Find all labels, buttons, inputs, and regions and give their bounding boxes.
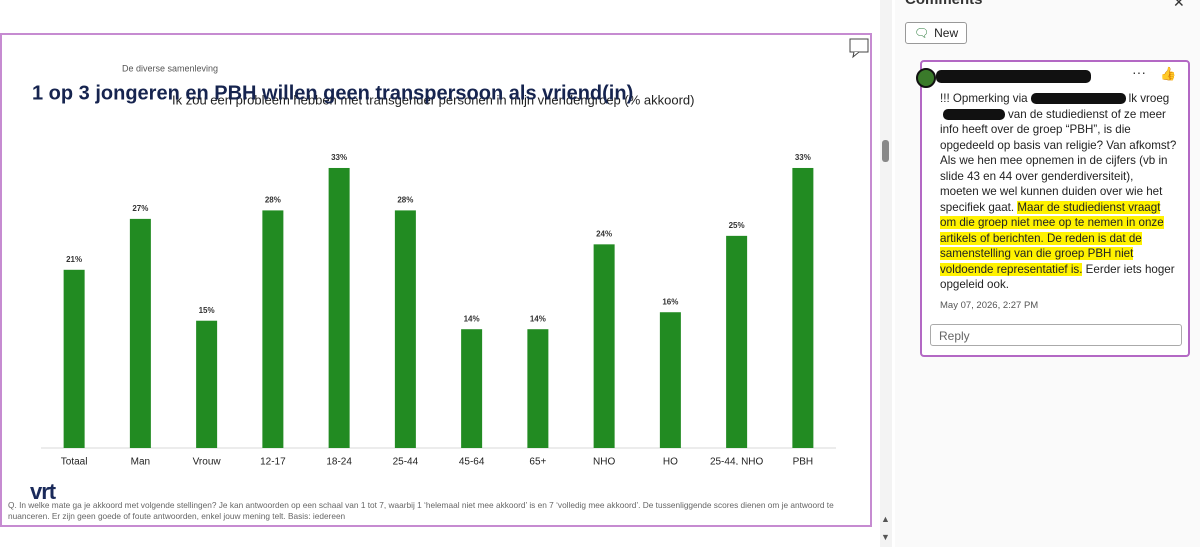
comment-card[interactable]: ··· 👍 !!! Opmerking via lk vroeg van de st… — [916, 60, 1190, 357]
comment-text: moeten we wel kunnen duiden over wie het — [940, 185, 1163, 198]
comment-line: voldoende representatief is. Eerder iets… — [940, 262, 1175, 276]
value-label: 28% — [265, 196, 281, 205]
comment-line: info heeft over de groep “PBH”, is die — [940, 123, 1131, 136]
x-tick-label: NHO — [593, 457, 615, 465]
comment-line: om die groep niet mee op te nemen in onz… — [940, 216, 1164, 229]
kicker: De diverse samenleving — [122, 63, 218, 73]
value-label: 28% — [397, 196, 413, 205]
comment-text: Als we hen mee opnemen in de cijfers (vb… — [940, 154, 1168, 167]
comment-line: artikels of berichten. De reden is dat d… — [940, 231, 1142, 245]
bar — [63, 269, 85, 448]
highlighted-text: Maar de studiedienst vraagt — [1017, 200, 1161, 214]
bar — [394, 210, 416, 448]
comments-panel: Comments ✕ 🗨 New ··· 👍 !!! Opmerking via l… — [895, 0, 1200, 547]
redacted-name — [936, 70, 1091, 83]
comment-text: lk vroeg — [1128, 92, 1170, 105]
comment-text: specifiek gaat. — [940, 200, 1018, 214]
value-label: 24% — [596, 229, 612, 238]
value-label: 14% — [530, 314, 546, 323]
slide: De diverse samenleving Ik zou een proble… — [0, 33, 872, 527]
bar — [593, 244, 615, 448]
x-tick-label: Totaal — [61, 457, 88, 465]
highlighted-text: samenstelling van die groep PBH niet — [940, 247, 1134, 260]
new-icon: 🗨 — [913, 26, 930, 40]
comment-line: opgedeeld op basis van religie? Van afko… — [940, 139, 1176, 152]
comment-line: samenstelling van die groep PBH niet — [940, 247, 1134, 260]
comment-line: slide 43 en 44 over genderdiversiteit), — [940, 170, 1133, 183]
x-tick-label: 25-44 — [393, 457, 419, 465]
bar — [262, 210, 284, 448]
comment-line: Als we hen mee opnemen in de cijfers (vb… — [940, 154, 1167, 167]
bar — [461, 329, 483, 448]
value-label: 15% — [199, 306, 215, 315]
redaction — [1030, 93, 1126, 105]
x-tick-label: Man — [131, 457, 150, 465]
value-label: 25% — [729, 221, 745, 230]
bar — [196, 320, 218, 448]
x-tick-label: 65+ — [529, 457, 546, 465]
x-tick-label: Vrouw — [193, 457, 222, 465]
scroll-thumb[interactable] — [882, 140, 889, 162]
comment-text: slide 43 en 44 over genderdiversiteit), — [940, 169, 1134, 183]
bar — [659, 312, 681, 448]
like-button[interactable]: 👍 — [1160, 66, 1177, 81]
comment-text: !!! Opmerking via — [940, 92, 1028, 105]
chart: De diverse samenleving Ik zou een proble… — [32, 38, 869, 465]
logo: vrt — [30, 479, 56, 504]
avatar — [916, 68, 936, 88]
scroll-down[interactable]: ▼ — [881, 532, 890, 542]
bar — [328, 167, 350, 448]
x-tick-label: 12-17 — [260, 457, 286, 465]
comment-line: van de studiedienst of ze meer — [940, 108, 1166, 121]
bar — [726, 235, 748, 448]
more-button[interactable]: ··· — [1132, 64, 1146, 80]
comment-line: moeten we wel kunnen duiden over wie het — [940, 185, 1162, 198]
value-label: 33% — [795, 153, 811, 162]
comment-text: van de studiedienst of ze meer — [1008, 107, 1166, 121]
comment-icon[interactable] — [849, 38, 869, 59]
value-label: 16% — [662, 297, 678, 306]
comment-line: !!! Opmerking via lk vroeg — [940, 92, 1169, 105]
x-tick-label: 45-64 — [459, 457, 485, 465]
highlighted-text: artikels of berichten. De reden is dat d… — [940, 231, 1142, 245]
new-button[interactable]: 🗨 New — [905, 22, 967, 44]
highlighted-text: om die groep niet mee op te nemen in onz… — [940, 216, 1164, 229]
scrollbar[interactable]: ▲ ▼ — [880, 0, 892, 547]
comment-date: May 07, 2026, 2:27 PM — [940, 300, 1039, 311]
scroll-up[interactable]: ▲ — [881, 514, 890, 524]
x-tick-label: PBH — [793, 457, 814, 465]
reply-box[interactable]: Reply — [930, 324, 1182, 346]
comment-text: opgedeeld op basis van religie? Van afko… — [940, 138, 1177, 152]
x-tick-label: 18-24 — [326, 457, 352, 465]
comment-text: Eerder iets hoger — [1082, 262, 1175, 276]
value-label: 33% — [331, 153, 347, 162]
footnote: Q. In welke mate ga je akkoord met volge… — [8, 500, 834, 521]
bar — [129, 218, 151, 448]
highlighted-text: voldoende representatief is. — [940, 262, 1083, 276]
close-button[interactable]: ✕ — [1173, 0, 1185, 10]
chart-title: 1 op 3 jongeren en PBH willen geen trans… — [32, 82, 633, 104]
redaction — [943, 108, 1005, 120]
value-label: 27% — [132, 204, 148, 213]
comment-text: info heeft over de groep “PBH”, is die — [940, 123, 1131, 136]
bar — [527, 329, 549, 448]
comment-line: specifiek gaat. Maar de studiedienst vra… — [940, 200, 1161, 214]
x-tick-label: HO — [663, 457, 678, 465]
value-label: 14% — [464, 314, 480, 323]
value-label: 21% — [66, 255, 82, 264]
bar — [792, 167, 814, 448]
panel-title: Comments — [905, 0, 983, 8]
comment-line: opgeleid ook. — [940, 278, 1009, 291]
new-label: New — [934, 26, 959, 40]
x-tick-label: 25-44, NHO — [710, 457, 764, 465]
chart-subtitle: Ik zou een probleem hebben met transgend… — [172, 92, 694, 107]
comment-text: opgeleid ook. — [940, 278, 1009, 291]
